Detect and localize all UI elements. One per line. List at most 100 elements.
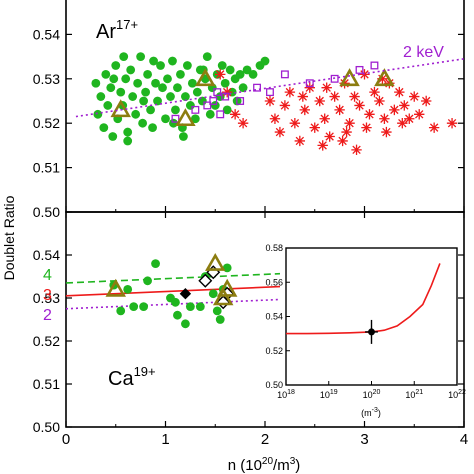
top-filled-circle-point (225, 65, 235, 75)
top-fit-line (75, 58, 465, 118)
top-y-tick-label: 0.54 (33, 26, 60, 42)
bottom-filled-circle-point (181, 319, 190, 329)
bottom-filled-circle-point (185, 302, 195, 311)
top-open-square-point (171, 114, 180, 123)
top-filled-circle-point (149, 56, 158, 66)
inset-measurement-point (368, 328, 375, 336)
top-filled-circle-point (176, 69, 185, 79)
top-open-square-point (280, 70, 289, 79)
top-filled-circle-point (119, 52, 129, 61)
top-asterisk-point (299, 104, 310, 116)
top-asterisk-point (294, 135, 306, 147)
bottom-y-tick-label: 0.53 (33, 290, 60, 306)
inset-y-tick-label: 0.54 (265, 312, 283, 322)
top-open-square-point (305, 79, 314, 88)
top-asterisk-point (269, 113, 281, 124)
top-asterisk-point (364, 109, 375, 120)
fit-label-2: 2 (43, 307, 52, 324)
bottom-filled-circle-point (212, 306, 222, 316)
top-filled-circle-point (126, 65, 136, 75)
top-asterisk-point (369, 86, 380, 98)
bottom-x-tick-label: 3 (360, 431, 368, 448)
top-asterisk-point (237, 118, 249, 129)
top-panel: 0.500.510.520.530.540.55 (33, 26, 465, 220)
top-asterisk-point (339, 78, 350, 89)
top-asterisk-point (394, 86, 405, 98)
bottom-open-triangle-point (205, 252, 226, 271)
top-filled-circle-point (158, 83, 167, 93)
top-asterisk-point (324, 131, 335, 142)
top-open-triangle-point (175, 108, 196, 127)
inset-x-tick-label: 1020 (363, 389, 381, 400)
inset-x-unit: (m-3) (361, 407, 381, 418)
top-y-tick-label: 0.50 (33, 204, 60, 220)
top-open-triangle-point (374, 68, 395, 87)
inset-x-tick-label: 1021 (405, 389, 423, 400)
top-filled-circle-point (106, 83, 116, 93)
x-axis-label: n (1020/m3) (228, 456, 301, 474)
top-asterisk-point (404, 113, 415, 124)
top-y-tick-label: 0.53 (33, 71, 60, 87)
bottom-filled-circle-point (123, 285, 133, 294)
bottom-filled-circle-point (116, 306, 126, 316)
inset-frame (285, 247, 458, 386)
top-asterisk-point (229, 109, 241, 120)
inset-y-tick-label: 0.52 (265, 346, 283, 356)
bottom-species-label: Ca19+ (108, 364, 156, 390)
top-asterisk-point (314, 95, 325, 107)
bottom-filled-circle-point (222, 263, 232, 273)
inset-x-tick-label: 1018 (277, 389, 295, 400)
top-filled-circle-point (168, 56, 177, 66)
top-open-square-point (236, 97, 245, 105)
top-asterisk-point (317, 140, 328, 151)
top-asterisk-point (428, 122, 440, 133)
top-y-tick-label: 0.51 (33, 160, 60, 176)
top-asterisk-point (420, 95, 432, 107)
bottom-open-triangle-point (216, 278, 238, 297)
top-asterisk-point (397, 118, 408, 129)
top-filled-circle-point (202, 52, 212, 61)
top-filled-circle-point (156, 61, 165, 70)
top-filled-circle-point (111, 61, 121, 70)
top-filled-circle-point (217, 61, 227, 70)
top-asterisk-point (414, 109, 425, 120)
inset-panel: 0.50 0.52 0.54 0.56 0.58 1018 1019 1020 1021 1022 (265, 243, 466, 400)
top-filled-circle-point (138, 118, 148, 128)
top-filled-circle-point (173, 83, 182, 93)
top-filled-circle-point (108, 132, 118, 141)
top-filled-circle-point (235, 69, 245, 79)
top-filled-circle-point (151, 78, 160, 88)
top-asterisk-point (329, 91, 340, 102)
top-asterisk-point (284, 86, 296, 98)
top-filled-circle-point (192, 87, 202, 97)
top-y-tick-label: 0.52 (33, 115, 60, 131)
top-filled-circle-point (136, 52, 146, 61)
top-asterisk-point (354, 100, 365, 111)
top-asterisk-point (304, 82, 315, 93)
bottom-filled-circle-point (195, 302, 205, 311)
top-asterisk-point (399, 100, 410, 111)
bottom-fit-line-4 (65, 272, 281, 284)
top-fit-label: 2 keV (403, 44, 444, 61)
top-open-square-point (253, 83, 261, 92)
top-asterisk-point (279, 100, 291, 111)
top-asterisk-point (341, 126, 352, 138)
top-asterisk-point (337, 135, 348, 147)
top-asterisk-point (381, 126, 392, 138)
top-filled-circle-point (143, 69, 152, 79)
top-filled-circle-point (146, 105, 155, 115)
top-filled-circle-point (220, 78, 230, 88)
fit-label-4: 4 (43, 267, 52, 284)
top-filled-circle-point (166, 92, 175, 101)
top-filled-circle-point (131, 109, 141, 119)
top-filled-circle-point (248, 69, 258, 79)
top-asterisk-point (309, 122, 320, 133)
top-filled-circle-point (169, 118, 178, 128)
bottom-open-triangle-point (105, 278, 126, 297)
bottom-fit-line-3 (65, 285, 281, 297)
top-open-square-point (203, 101, 212, 110)
top-filled-circle-point (139, 96, 149, 106)
top-filled-circle-point (182, 61, 192, 70)
bottom-y-tick-label: 0.54 (33, 247, 60, 263)
inset-y-tick-label: 0.50 (265, 380, 283, 390)
